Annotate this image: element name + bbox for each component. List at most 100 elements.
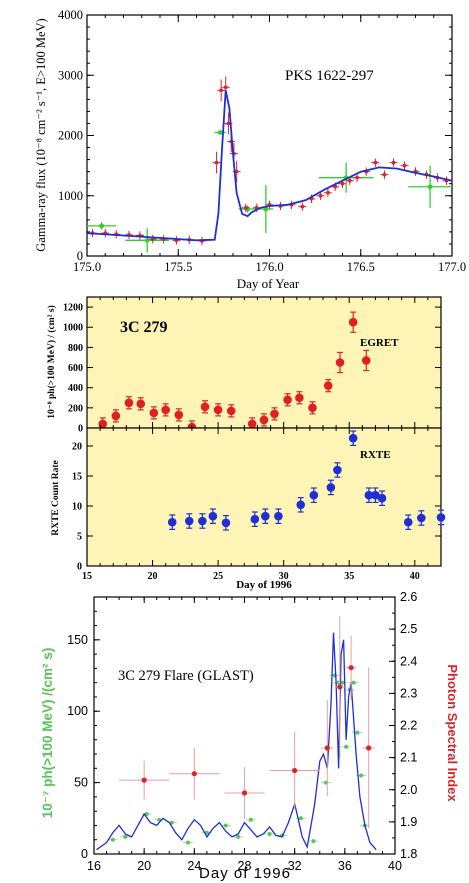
- plot-content: [167, 430, 446, 531]
- plot-content: [86, 76, 453, 253]
- blue-point: [348, 433, 358, 443]
- green-point: [204, 830, 209, 835]
- red-point: [161, 405, 170, 415]
- red-point: [444, 179, 449, 183]
- y-tick-label: 2000: [58, 129, 83, 143]
- red-point: [174, 410, 184, 420]
- green-point: [223, 823, 228, 828]
- red-point: [226, 121, 231, 126]
- panel-3c279-egret: 0 200 400 600 800 1000 1200 3C 279 EGRET 10⁻⁸ …: [46, 296, 442, 435]
- x-tick-label: 175.5: [164, 260, 192, 274]
- y-axis-label: 10⁻⁸ ph(>100 MeV) / (cm² s): [46, 305, 57, 418]
- green-point: [427, 184, 433, 190]
- red-point: [289, 203, 293, 207]
- green-point: [144, 237, 150, 243]
- y2-tick-label: 2.0: [400, 783, 417, 797]
- x-tick-label: 15: [82, 571, 92, 582]
- y-tick-label: 0: [81, 847, 88, 861]
- x-axis-label: Day of 1996: [199, 865, 291, 882]
- y-tick-label: 100: [67, 704, 88, 718]
- y-axis-label: 10⁻⁷ ph(>100 MeV) /(cm² s): [40, 648, 55, 819]
- red-point: [348, 317, 358, 327]
- axes: 16 20 24 28 32 36 40 0 50 100 150 1.8 1.9 2.0 2.1 2.2 2.…: [67, 590, 417, 873]
- blue-point: [403, 517, 413, 527]
- red-point: [413, 170, 418, 174]
- red-point: [392, 161, 396, 165]
- y-tick-label: 20: [72, 442, 82, 453]
- y2-tick-label: 1.8: [400, 847, 417, 861]
- green-point: [298, 816, 303, 821]
- red-point: [241, 790, 248, 796]
- axes: 175.0 175.5 176.0 176.5 177.0 0 1000 2000 3000 40…: [58, 8, 466, 274]
- red-point: [267, 203, 272, 207]
- x-tick-label: 36: [338, 859, 352, 873]
- chart-title: 3C 279: [120, 319, 168, 336]
- red-point: [103, 231, 107, 235]
- y2-tick-label: 2.5: [400, 622, 417, 636]
- blue-point: [208, 511, 218, 521]
- red-point: [214, 161, 219, 165]
- y2-tick-label: 1.9: [400, 815, 417, 829]
- x-tick-label: 40: [388, 859, 402, 873]
- y-tick-label: 200: [68, 403, 83, 414]
- red-point: [324, 745, 330, 751]
- red-point: [382, 173, 387, 177]
- green-point: [99, 223, 104, 229]
- red-point: [247, 419, 257, 429]
- blue-model-curve: [86, 90, 453, 242]
- blue-point: [371, 490, 380, 500]
- right-y-axis-label: Photon Spectral Index: [445, 664, 460, 802]
- red-point: [191, 771, 197, 777]
- instrument-label: RXTE: [360, 449, 391, 461]
- red-point: [319, 194, 323, 198]
- red-point: [259, 415, 269, 425]
- red-point: [162, 237, 166, 241]
- red-point: [295, 393, 304, 403]
- green-point: [355, 730, 360, 735]
- blue-point: [296, 500, 306, 510]
- x-tick-label: 25: [213, 571, 223, 582]
- green-point: [186, 840, 191, 845]
- x-tick-label: 175.0: [73, 260, 101, 274]
- instrument-label: EGRET: [360, 337, 399, 349]
- y-tick-label: 10: [72, 502, 82, 513]
- x-tick-label: 20: [137, 859, 151, 873]
- red-point: [283, 395, 292, 405]
- green-point: [359, 773, 364, 778]
- y-tick-label: 1000: [58, 189, 83, 203]
- x-tick-label: 28: [238, 859, 252, 873]
- y-tick-label: 150: [67, 633, 88, 647]
- red-point: [308, 403, 317, 413]
- red-point: [402, 164, 407, 168]
- panel-rxte: 0 5 10 15 20 15 20 25 30 35 40 RXTE RXTE Count Rat…: [51, 427, 446, 591]
- plot-frame: [86, 14, 453, 257]
- y-tick-label: 3000: [58, 68, 83, 82]
- red-point: [151, 237, 155, 241]
- y2-tick-label: 2.6: [400, 590, 417, 604]
- green-point: [236, 834, 241, 839]
- red-point: [355, 176, 359, 180]
- panel-3c279-glast: 16 20 24 28 32 36 40 0 50 100 150 1.8 1.9 2.0 2.1 2.2 2.…: [40, 590, 460, 882]
- y-tick-label: 800: [68, 343, 83, 354]
- red-point: [224, 85, 228, 89]
- red-point: [309, 197, 314, 201]
- green-point: [351, 680, 356, 685]
- red-point: [226, 406, 236, 416]
- x-axis-label: Day of 1996: [236, 579, 292, 591]
- x-tick-label: 16: [87, 859, 101, 873]
- x-tick-label: 177.0: [438, 260, 466, 274]
- red-point: [174, 238, 179, 242]
- x-tick-label: 20: [148, 571, 158, 582]
- red-point: [235, 170, 239, 174]
- blue-point: [436, 513, 446, 522]
- x-tick-label: 176.0: [255, 260, 283, 274]
- green-point: [169, 820, 174, 825]
- y-tick-label: 4000: [58, 8, 83, 22]
- red-point: [141, 777, 147, 783]
- y2-tick-label: 2.2: [400, 719, 417, 733]
- blue-point: [198, 516, 207, 526]
- y-axis-label: Gamma-ray flux (10⁻⁸ cm⁻² s⁻¹, E>100 MeV…: [34, 18, 48, 251]
- red-point: [337, 684, 343, 690]
